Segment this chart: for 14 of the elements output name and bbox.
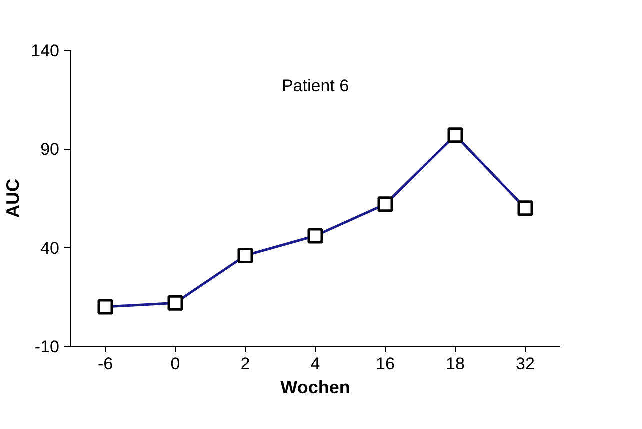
y-tick-label: 40 [40, 238, 60, 258]
x-tick-label: 16 [376, 354, 395, 374]
x-tick-label: 2 [240, 354, 250, 374]
x-tick-label: 32 [516, 354, 535, 374]
x-tick-label: 18 [446, 354, 465, 374]
y-tick-label: 140 [31, 42, 60, 60]
annotation: Patient 6 [282, 76, 350, 96]
y-tick-label: 90 [40, 140, 60, 160]
x-tick-label: -6 [98, 354, 114, 374]
x-tick-label: 0 [170, 354, 180, 374]
y-axis-title: AUC [3, 179, 24, 218]
x-axis-title: Wochen [280, 378, 350, 398]
x-tick-label: 4 [310, 354, 320, 374]
y-tick-label: -10 [34, 338, 60, 356]
